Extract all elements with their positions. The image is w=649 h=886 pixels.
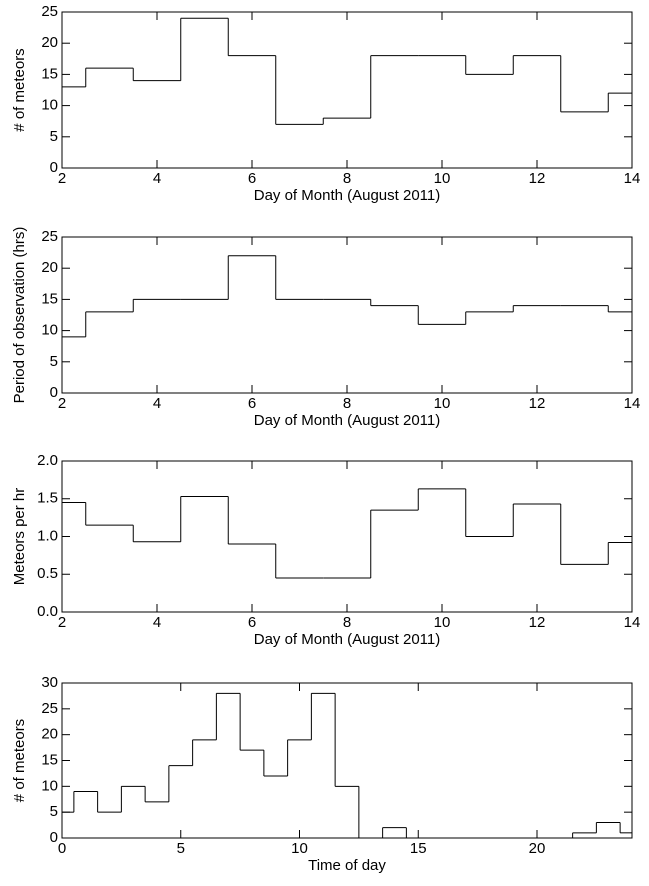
y-axis-label: # of meteors — [11, 719, 28, 802]
x-tick-label: 2 — [58, 395, 66, 412]
y-tick-label: 10 — [41, 777, 58, 794]
y-tick-label: 5 — [50, 803, 58, 820]
x-axis-label: Time of day — [308, 857, 386, 874]
x-tick-label: 6 — [248, 170, 256, 187]
x-tick-label: 8 — [343, 395, 351, 412]
x-axis-label: Day of Month (August 2011) — [254, 631, 441, 648]
x-tick-label: 4 — [153, 614, 161, 631]
x-tick-label: 12 — [529, 614, 546, 631]
y-tick-label: 20 — [41, 259, 58, 276]
y-axis-label: Meteors per hr — [11, 488, 28, 586]
y-axis-label: # of meteors — [11, 48, 28, 131]
plot-frame — [61, 11, 633, 169]
x-tick-label: 4 — [153, 395, 161, 412]
y-tick-label: 15 — [41, 751, 58, 768]
y-tick-label: 25 — [41, 228, 58, 245]
x-tick-label: 14 — [624, 170, 641, 187]
x-tick-label: 8 — [343, 170, 351, 187]
y-axis-label: Period of observation (hrs) — [11, 227, 28, 404]
x-tick-label: 10 — [434, 614, 451, 631]
x-tick-label: 5 — [177, 840, 185, 857]
y-tick-label: 0 — [50, 829, 58, 846]
x-axis-label: Day of Month (August 2011) — [254, 412, 441, 429]
x-tick-label: 14 — [624, 614, 641, 631]
x-tick-label: 6 — [248, 614, 256, 631]
x-tick-label: 4 — [153, 170, 161, 187]
x-tick-label: 8 — [343, 614, 351, 631]
x-tick-label: 2 — [58, 170, 66, 187]
y-tick-label: 1.5 — [37, 490, 58, 507]
y-tick-label: 20 — [41, 726, 58, 743]
x-tick-label: 10 — [434, 395, 451, 412]
y-tick-label: 30 — [41, 674, 58, 691]
x-tick-label: 2 — [58, 614, 66, 631]
y-tick-label: 5 — [50, 353, 58, 370]
y-tick-label: 10 — [41, 97, 58, 114]
plot-frame — [61, 236, 633, 394]
y-tick-label: 0 — [50, 384, 58, 401]
x-tick-label: 0 — [58, 840, 66, 857]
y-tick-label: 20 — [41, 34, 58, 51]
y-tick-label: 0 — [50, 159, 58, 176]
x-tick-label: 20 — [529, 840, 546, 857]
x-tick-label: 10 — [291, 840, 308, 857]
x-tick-label: 12 — [529, 170, 546, 187]
x-tick-label: 12 — [529, 395, 546, 412]
x-tick-label: 14 — [624, 395, 641, 412]
y-tick-label: 25 — [41, 700, 58, 717]
y-tick-label: 5 — [50, 128, 58, 145]
y-tick-label: 1.0 — [37, 527, 58, 544]
x-axis-label: Day of Month (August 2011) — [254, 187, 441, 204]
y-tick-label: 25 — [41, 3, 58, 20]
y-tick-label: 15 — [41, 65, 58, 82]
y-tick-label: 15 — [41, 290, 58, 307]
plot-frame — [61, 460, 633, 613]
y-tick-label: 10 — [41, 322, 58, 339]
x-tick-label: 15 — [410, 840, 427, 857]
plot-frame — [61, 682, 633, 839]
x-tick-label: 10 — [434, 170, 451, 187]
y-tick-label: 2.0 — [37, 452, 58, 469]
x-tick-label: 6 — [248, 395, 256, 412]
y-tick-label: 0.5 — [37, 565, 58, 582]
y-tick-label: 0.0 — [37, 603, 58, 620]
